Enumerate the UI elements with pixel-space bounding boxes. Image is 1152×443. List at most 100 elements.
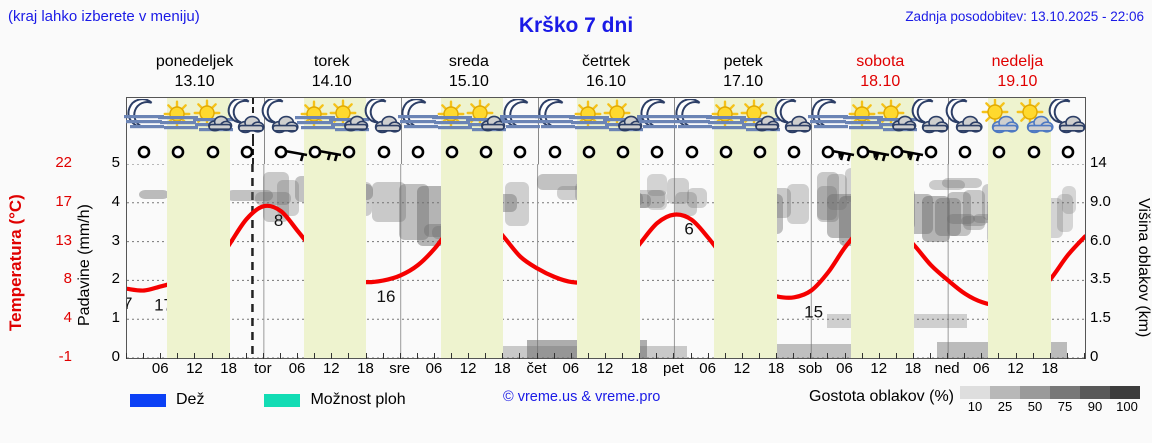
- x-tick-18: 18: [220, 360, 237, 377]
- x-tick-06: 06: [562, 360, 580, 377]
- x-tick-čet: čet: [526, 360, 547, 377]
- cloud-density-bars: [960, 386, 1144, 399]
- sun-cloud-fog-icon: [876, 99, 917, 139]
- axis-tick-mark: [331, 353, 333, 359]
- temperature-tick-3: 8: [63, 270, 72, 288]
- wind-barb-icon: [227, 140, 267, 164]
- cloud-height-tick-3: 3.5: [1090, 270, 1111, 288]
- copyright-link[interactable]: © vreme.us & vreme.pro: [503, 389, 661, 405]
- x-tick-18: 18: [357, 360, 374, 377]
- x-tick-12: 12: [322, 360, 340, 377]
- daylight-band-3: [577, 164, 641, 358]
- moon-fog-icon: [500, 98, 541, 139]
- axis-tick-mark: [485, 353, 487, 359]
- wind-barb-icon: [500, 140, 540, 164]
- x-tick-18: 18: [1041, 360, 1059, 377]
- axis-tick-mark: [553, 353, 555, 359]
- moon-cloud-icon: [774, 97, 814, 139]
- axis-tick-mark: [570, 353, 572, 359]
- location-menu-note[interactable]: (kraj lahko izberete v meniju): [8, 8, 200, 25]
- wind-barb-row: [127, 140, 1085, 164]
- day-header-3: četrtek 16.10: [537, 52, 674, 94]
- axis-tick-mark: [468, 353, 470, 359]
- day-date: 15.10: [448, 73, 489, 90]
- axis-tick-mark: [365, 353, 367, 359]
- svg-text:6: 6: [684, 220, 693, 239]
- precipitation-tick-4: 1: [111, 309, 120, 327]
- axis-tick-mark: [1084, 353, 1085, 359]
- precipitation-legend: Dež Možnost ploh: [130, 388, 406, 412]
- sun-cloud-icon: [1014, 98, 1054, 139]
- page-title: Krško 7 dni: [518, 14, 634, 37]
- axis-tick-mark: [399, 353, 401, 359]
- current-time-marker: [252, 140, 255, 164]
- moon-fog-icon: [637, 98, 678, 139]
- axis-tick-mark: [211, 353, 213, 359]
- x-tick-06: 06: [699, 360, 716, 377]
- x-tick-12: 12: [186, 360, 203, 377]
- axis-tick-mark: [262, 353, 264, 359]
- cloud-density-label-5: 100: [1116, 399, 1138, 414]
- precipitation-tick-0: 5: [111, 154, 120, 171]
- day-separator-5: [811, 98, 813, 140]
- wind-barb-icon: [569, 140, 609, 164]
- axis-tick-mark: [416, 353, 418, 359]
- cloud-density-title: Gostota oblakov (%): [809, 388, 954, 405]
- cloud-height-axis-title: Višina oblakov (km): [1135, 197, 1152, 338]
- day-header-4: petek 17.10: [675, 52, 812, 94]
- axis-tick-mark: [810, 353, 812, 359]
- daylight-band-6: [988, 164, 1051, 358]
- cloud-density-label-1: 25: [997, 399, 1013, 414]
- svg-text:16: 16: [377, 287, 396, 306]
- rain-label: Dež: [176, 391, 205, 408]
- svg-text:7: 7: [127, 294, 132, 313]
- wind-barb-icon: [1014, 140, 1054, 164]
- axis-tick-mark: [964, 353, 966, 359]
- axis-tick-mark: [998, 353, 1000, 359]
- cloud-height-tick-2: 6.0: [1090, 231, 1111, 249]
- sun-cloud-icon: [979, 98, 1020, 139]
- wind-barb-icon: [466, 140, 506, 164]
- wind-barb-icon: [158, 140, 198, 164]
- axis-tick-mark: [690, 353, 692, 359]
- x-tick-12: 12: [1007, 360, 1024, 377]
- axis-tick-mark: [895, 353, 897, 359]
- day-header-5: sobota 18.10: [812, 52, 949, 94]
- daylight-band-2: [440, 164, 504, 358]
- day-date: 17.10: [723, 73, 764, 90]
- temperature-tick-0: 22: [55, 154, 72, 171]
- sun-cloud-fog-icon: [466, 99, 507, 139]
- wind-barb-icon: [637, 140, 677, 164]
- axis-tick-mark: [861, 353, 863, 359]
- x-tick-12: 12: [733, 360, 751, 377]
- precipitation-tick-1: 4: [111, 192, 120, 210]
- wind-barb-icon: [603, 140, 643, 164]
- axis-tick-mark: [741, 353, 743, 359]
- precipitation-axis-title: Padavine (mm/h): [76, 204, 93, 326]
- day-header-6: nedelja 19.10: [949, 52, 1086, 94]
- daylight-band-0: [166, 164, 230, 358]
- axis-tick-mark: [930, 353, 932, 359]
- axis-tick-mark: [844, 353, 846, 359]
- day-separator-4: [674, 98, 676, 140]
- axis-tick-mark: [433, 353, 435, 359]
- axis-tick-mark: [981, 353, 983, 359]
- axis-tick-mark: [502, 353, 504, 359]
- axis-tick-mark: [382, 353, 384, 359]
- x-tick-06: 06: [973, 360, 990, 377]
- moon-fog-icon: [124, 98, 165, 139]
- wind-barb-icon: [877, 140, 924, 164]
- axis-tick-mark: [519, 353, 521, 359]
- moon-fog-icon: [397, 98, 438, 139]
- cloud-density-label-0: 10: [967, 399, 983, 414]
- sun-cloud-fog-icon: [329, 99, 370, 139]
- x-axis-tick-row: 06 12 18 tor 06 12 18 sre 06 12 18 čet 06 12 18 pet 06 12…: [126, 360, 1086, 382]
- axis-tick-mark: [297, 353, 299, 359]
- day-separator-4: [674, 140, 676, 164]
- moon-cloud-icon: [227, 97, 267, 139]
- precipitation-tick-5: 0: [111, 348, 120, 365]
- x-tick-18: 18: [904, 360, 922, 377]
- cloud-density-step-25: [990, 386, 1020, 399]
- temperature-axis-title: Temperatura (°C): [6, 194, 25, 331]
- axis-tick-mark: [1066, 353, 1068, 359]
